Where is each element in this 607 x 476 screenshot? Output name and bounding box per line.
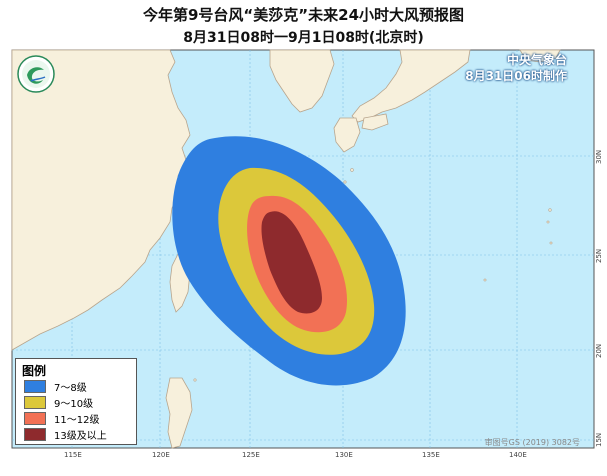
legend-swatch <box>24 395 46 409</box>
legend-swatch <box>24 427 46 441</box>
legend-label: 9～10级 <box>54 398 94 410</box>
cma-logo <box>17 55 55 93</box>
japan-kyushu <box>333 117 361 153</box>
legend-label: 11～12级 <box>54 414 100 426</box>
japan-honshu <box>351 49 471 123</box>
legend-label: 13级及以上 <box>54 430 107 442</box>
map-approval-number: 审图号GS (2019) 3082号 <box>484 438 580 447</box>
lon-tick-label: 125E <box>242 451 260 459</box>
issuer-block: 中央气象台 8月31日06时制作 <box>465 52 567 84</box>
lon-tick-label: 115E <box>64 451 82 459</box>
china-mainland <box>11 49 191 351</box>
legend-swatch <box>24 411 46 425</box>
legend-item: 9～10级 <box>24 395 94 410</box>
lat-tick-label: 30N <box>595 149 603 164</box>
lon-tick-label: 140E <box>509 451 527 459</box>
wind-zone-13-plus <box>261 211 322 314</box>
lon-tick-label: 130E <box>335 451 353 459</box>
lat-tick-label: 15N <box>595 432 603 447</box>
legend-swatch <box>24 379 46 393</box>
legend-item: 11～12级 <box>24 411 100 426</box>
issuer-name: 中央气象台 <box>506 53 567 67</box>
korean-peninsula <box>269 49 335 113</box>
lat-tick-label: 25N <box>595 248 603 263</box>
japan-shikoku <box>361 113 389 131</box>
legend-title: 图例 <box>22 364 47 378</box>
lon-tick-label: 120E <box>152 451 170 459</box>
legend-label: 7～8级 <box>54 382 87 394</box>
legend-item: 7～8级 <box>24 379 87 394</box>
issue-time: 8月31日06时制作 <box>465 69 567 83</box>
japan-hokkaido-tip <box>519 49 561 63</box>
legend: 图例 7～8级 9～10级 11～12级 13级及以上 <box>15 358 137 445</box>
luzon <box>165 377 193 449</box>
legend-item: 13级及以上 <box>24 427 107 442</box>
map-subtitle-time-range: 8月31日08时一9月1日08时(北京时) <box>183 30 424 46</box>
lon-tick-label: 135E <box>422 451 440 459</box>
map-title: 今年第9号台风“美莎克”未来24小时大风预报图 <box>142 6 465 24</box>
lat-tick-label: 20N <box>595 343 603 358</box>
